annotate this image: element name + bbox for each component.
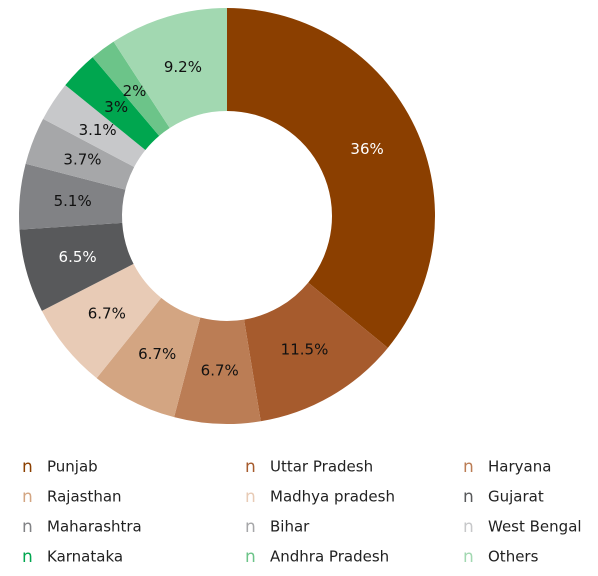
legend-marker: n (463, 517, 474, 537)
donut-slice (65, 57, 160, 150)
legend-label: Haryana (488, 458, 551, 476)
donut-slice (19, 163, 126, 230)
legend-label: Gujarat (488, 488, 544, 506)
legend-marker: n (463, 487, 474, 507)
legend-marker: n (245, 547, 256, 567)
data-label: 3.1% (79, 121, 117, 139)
legend-label: Maharashtra (47, 518, 142, 536)
data-label: 3% (104, 98, 128, 116)
data-label: 36% (350, 140, 383, 158)
legend-marker: n (245, 457, 256, 477)
legend-marker: n (22, 517, 33, 537)
data-label: 2% (123, 82, 147, 100)
legend-marker: n (22, 547, 33, 567)
legend-label: Rajasthan (47, 488, 122, 506)
donut-slice (113, 8, 227, 128)
donut-slice (227, 8, 436, 348)
data-label: 6.7% (88, 304, 126, 322)
legend-marker: n (22, 487, 33, 507)
legend-marker: n (463, 457, 474, 477)
legend-label: Madhya pradesh (270, 488, 395, 506)
legend-label: Uttar Pradesh (270, 458, 373, 476)
legend-marker: n (463, 547, 474, 567)
legend-label: Punjab (47, 458, 98, 476)
data-label: 11.5% (281, 341, 329, 359)
donut-slice (244, 282, 388, 422)
legend-label: Andhra Pradesh (270, 548, 389, 566)
donut-slice (41, 263, 162, 379)
legend-label: Others (488, 548, 539, 566)
donut-slice (19, 222, 134, 311)
data-label: 9.2% (164, 58, 202, 76)
data-label: 6.5% (59, 248, 97, 266)
data-label: 6.7% (201, 361, 239, 379)
legend-label: West Bengal (488, 518, 582, 536)
legend-marker: n (22, 457, 33, 477)
data-label: 5.1% (54, 192, 92, 210)
donut-slice (96, 297, 201, 418)
legend-label: Karnataka (47, 548, 123, 566)
data-label: 6.7% (138, 345, 176, 363)
donut-slice (92, 41, 170, 136)
legend-marker: n (245, 487, 256, 507)
donut-slice (25, 118, 135, 190)
donut-slice (43, 85, 146, 167)
data-label: 3.7% (63, 150, 101, 168)
legend-label: Bihar (270, 518, 310, 536)
donut-slice (174, 317, 261, 425)
legend-marker: n (245, 517, 256, 537)
